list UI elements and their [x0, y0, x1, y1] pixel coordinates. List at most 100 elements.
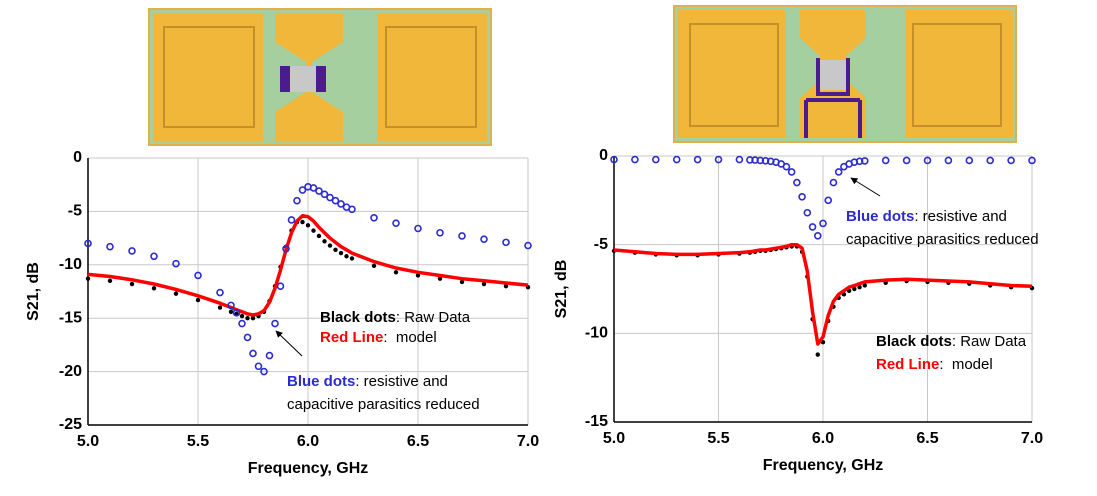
blue-dot — [653, 157, 659, 163]
annotation-text: : Raw Data — [396, 309, 471, 326]
x-tick-label: 5.5 — [187, 433, 209, 450]
blue-dot — [836, 169, 842, 175]
x-tick-label: 6.5 — [407, 433, 429, 450]
x-tick-label: 7.0 — [1021, 430, 1043, 447]
figure: 5.0 5.5 6.0 6.5 7.0 0 -5 -10 -15 -20 -25 Frequency,… — [0, 0, 1097, 496]
annotation: Red Line: model — [320, 329, 437, 346]
y-axis-title: S21, dB — [25, 262, 42, 321]
blue-dot — [804, 210, 810, 216]
annotation-key: Blue dots — [287, 373, 355, 390]
y-tick-label: -25 — [59, 416, 82, 433]
blue-dot — [830, 180, 836, 186]
y-tick-label: 0 — [599, 147, 608, 164]
blue-dot — [503, 239, 509, 245]
data-dot — [322, 239, 326, 243]
annotation-text: : resistive and — [355, 373, 448, 390]
blue-dot — [437, 230, 443, 236]
data-dot — [317, 234, 321, 238]
data-dot — [300, 220, 304, 224]
blue-dot — [245, 334, 251, 340]
blue-dot — [987, 157, 993, 163]
annotation-key: Black dots — [876, 333, 952, 350]
blue-dot — [256, 363, 262, 369]
blue-dot — [810, 224, 816, 230]
annotation-arrow — [276, 331, 302, 356]
annotation-key: Blue dots — [846, 208, 914, 225]
data-dot — [350, 256, 354, 260]
blue-dot — [789, 169, 795, 175]
y-tick-label: -5 — [68, 203, 82, 220]
blue-dot — [481, 236, 487, 242]
x-tick-label: 6.5 — [916, 430, 938, 447]
x-tick-label: 6.0 — [297, 433, 319, 450]
annotation-text: : resistive and — [914, 208, 1007, 225]
blue-dot — [799, 194, 805, 200]
blue-dot — [278, 283, 284, 289]
device-photo — [673, 5, 1017, 143]
annotation-text: capacitive parasitics reduced — [287, 396, 480, 413]
x-tick-label: 7.0 — [517, 433, 539, 450]
annotation: Red Line: model — [876, 356, 993, 373]
annotation-text: : model — [939, 356, 992, 373]
y-axis-title: S21, dB — [553, 260, 570, 319]
blue-dot — [674, 157, 680, 163]
annotation-key: Black dots — [320, 309, 396, 326]
annotation-text: : Raw Data — [952, 333, 1027, 350]
device-photo — [148, 8, 492, 146]
data-dot — [218, 305, 222, 309]
x-tick-label: 5.0 — [77, 433, 99, 450]
y-tick-label: -5 — [594, 236, 608, 253]
annotation-key: Red Line — [320, 329, 383, 346]
blue-dot — [945, 157, 951, 163]
annotation-key: Red Line — [876, 356, 939, 373]
data-dot — [196, 298, 200, 302]
data-dot — [130, 282, 134, 286]
data-dot — [328, 243, 332, 247]
blue-dot — [783, 164, 789, 170]
data-dot — [394, 270, 398, 274]
x-tick-label: 5.5 — [707, 430, 729, 447]
annotation: Black dots: Raw Data — [876, 333, 1027, 350]
y-tick-label: -20 — [59, 363, 82, 380]
annotation-text: capacitive parasitics reduced — [846, 231, 1039, 248]
y-tick-label: -10 — [59, 256, 82, 273]
y-tick-label: -10 — [585, 325, 608, 342]
annotation-text: : model — [383, 329, 436, 346]
blue-dot — [736, 157, 742, 163]
data-dot — [372, 264, 376, 268]
x-tick-label: 6.0 — [812, 430, 834, 447]
data-dot — [339, 251, 343, 255]
data-dot — [333, 248, 337, 252]
blue-dot — [294, 198, 300, 204]
y-tick-label: 0 — [73, 149, 82, 166]
blue-dot — [173, 261, 179, 267]
data-dot — [306, 223, 310, 227]
blue-dot — [1008, 157, 1014, 163]
blue-dot — [393, 220, 399, 226]
y-tick-label: -15 — [585, 413, 608, 430]
blue-dot — [107, 244, 113, 250]
data-dot — [344, 254, 348, 258]
blue-dot — [825, 197, 831, 203]
blue-dot — [250, 350, 256, 356]
data-dot — [229, 310, 233, 314]
blue-dot — [695, 157, 701, 163]
blue-dot — [632, 157, 638, 163]
blue-dot — [904, 157, 910, 163]
data-dot — [240, 314, 244, 318]
annotation: Blue dots: resistive and — [287, 373, 448, 390]
blue-dot — [966, 157, 972, 163]
blue-dot — [217, 290, 223, 296]
y-tick-label: -15 — [59, 309, 82, 326]
blue-dot — [272, 321, 278, 327]
x-tick-label: 5.0 — [603, 430, 625, 447]
data-dot — [152, 286, 156, 290]
blue-dot — [129, 248, 135, 254]
x-axis-title: Frequency, GHz — [248, 460, 369, 477]
blue-dot — [815, 233, 821, 239]
data-dot — [311, 228, 315, 232]
blue-dot — [794, 180, 800, 186]
blue-dot — [371, 215, 377, 221]
data-dot — [86, 276, 90, 280]
blue-dot — [883, 157, 889, 163]
